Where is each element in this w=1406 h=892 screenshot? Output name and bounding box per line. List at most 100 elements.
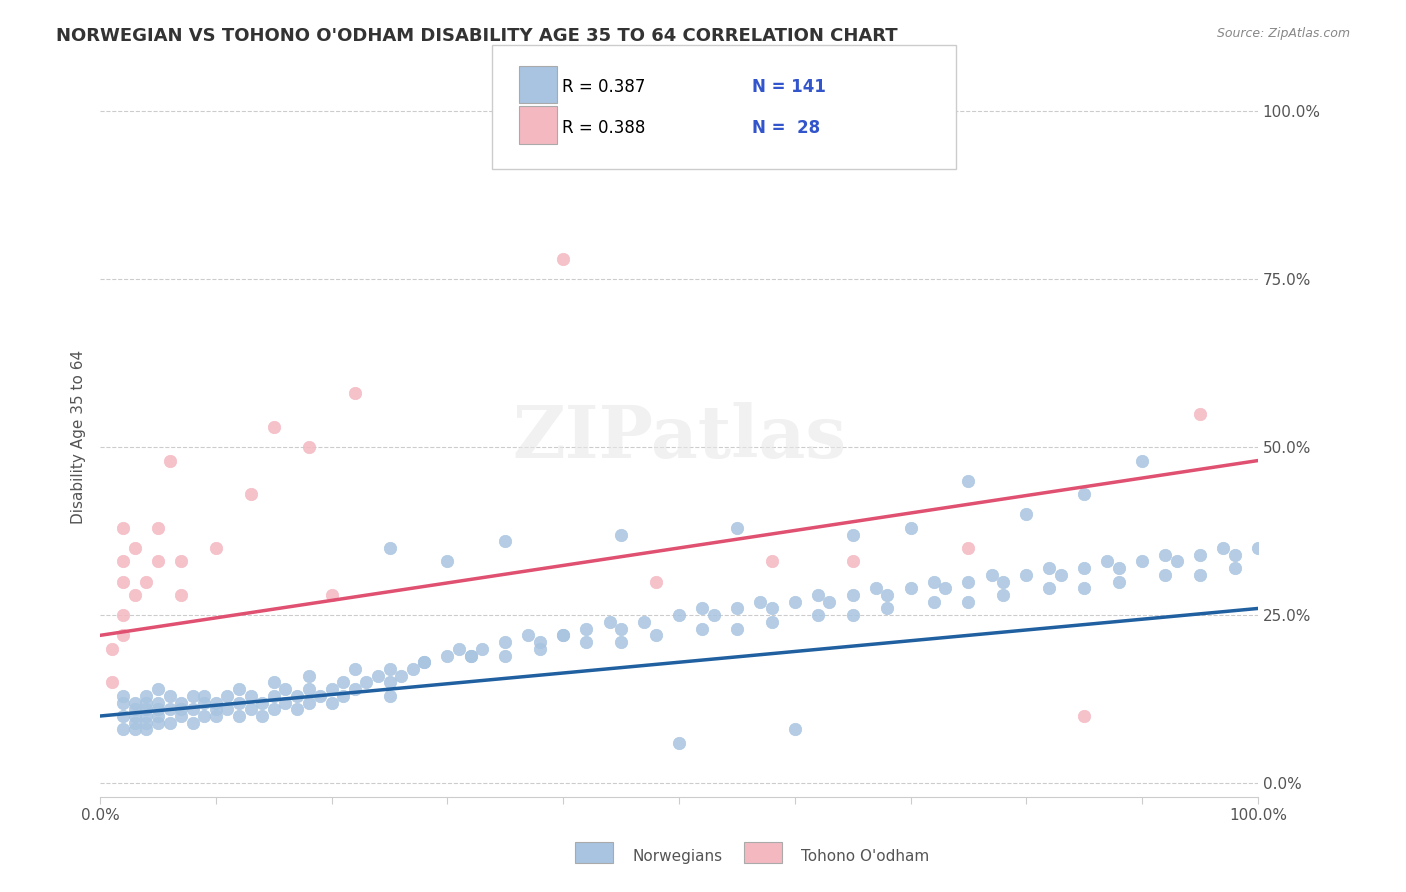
Point — [332, 689, 354, 703]
Point — [783, 723, 806, 737]
Point — [112, 696, 135, 710]
Point — [1073, 561, 1095, 575]
Point — [263, 675, 285, 690]
Point — [135, 715, 157, 730]
Point — [529, 641, 551, 656]
Point — [170, 702, 193, 716]
Point — [494, 648, 516, 663]
Point — [263, 689, 285, 703]
Point — [1073, 487, 1095, 501]
Point — [1188, 407, 1211, 421]
Point — [761, 615, 783, 629]
Point — [690, 601, 713, 615]
Point — [205, 709, 228, 723]
Point — [135, 689, 157, 703]
Point — [239, 702, 262, 716]
Point — [841, 527, 863, 541]
Point — [876, 588, 898, 602]
Point — [124, 702, 146, 716]
Point — [633, 615, 655, 629]
Point — [274, 696, 297, 710]
Point — [1223, 548, 1246, 562]
Point — [436, 648, 458, 663]
Point — [1038, 582, 1060, 596]
Point — [494, 534, 516, 549]
Point — [1154, 548, 1177, 562]
Text: NORWEGIAN VS TOHONO O'ODHAM DISABILITY AGE 35 TO 64 CORRELATION CHART: NORWEGIAN VS TOHONO O'ODHAM DISABILITY A… — [56, 27, 898, 45]
Point — [263, 420, 285, 434]
Point — [668, 736, 690, 750]
Point — [285, 702, 308, 716]
Point — [494, 635, 516, 649]
Text: R = 0.388: R = 0.388 — [562, 119, 645, 136]
Point — [205, 541, 228, 555]
Point — [922, 595, 945, 609]
Point — [112, 628, 135, 642]
Point — [146, 696, 169, 710]
Point — [957, 595, 980, 609]
Point — [1108, 561, 1130, 575]
Point — [553, 252, 575, 266]
Point — [1247, 541, 1270, 555]
Point — [124, 715, 146, 730]
Text: Source: ZipAtlas.com: Source: ZipAtlas.com — [1216, 27, 1350, 40]
Point — [124, 723, 146, 737]
Point — [876, 601, 898, 615]
Point — [447, 641, 470, 656]
Point — [181, 702, 204, 716]
Point — [263, 702, 285, 716]
Point — [135, 696, 157, 710]
Point — [159, 702, 181, 716]
Point — [599, 615, 621, 629]
Point — [378, 662, 401, 676]
Point — [217, 702, 239, 716]
Point — [980, 567, 1002, 582]
Point — [610, 635, 633, 649]
Point — [934, 582, 956, 596]
Point — [991, 574, 1014, 589]
Point — [193, 696, 215, 710]
Text: ZIPatlas: ZIPatlas — [512, 401, 846, 473]
Point — [170, 554, 193, 568]
Point — [1015, 567, 1038, 582]
Point — [297, 696, 319, 710]
Point — [146, 715, 169, 730]
Point — [1073, 582, 1095, 596]
Point — [112, 723, 135, 737]
Point — [783, 595, 806, 609]
Point — [460, 648, 482, 663]
Point — [378, 541, 401, 555]
Point — [112, 574, 135, 589]
Point — [239, 487, 262, 501]
Point — [112, 554, 135, 568]
Point — [1223, 561, 1246, 575]
Point — [413, 655, 436, 669]
Point — [725, 521, 748, 535]
Point — [124, 541, 146, 555]
Point — [761, 601, 783, 615]
Point — [332, 675, 354, 690]
Point — [343, 662, 366, 676]
Point — [460, 648, 482, 663]
Point — [100, 641, 122, 656]
Point — [159, 689, 181, 703]
Point — [250, 696, 273, 710]
Point — [471, 641, 494, 656]
Point — [900, 521, 922, 535]
Text: Tohono O'odham: Tohono O'odham — [801, 849, 929, 863]
Point — [124, 696, 146, 710]
Point — [1154, 567, 1177, 582]
Point — [749, 595, 772, 609]
Point — [309, 689, 332, 703]
Point — [193, 689, 215, 703]
Point — [1166, 554, 1188, 568]
Point — [228, 696, 250, 710]
Point — [841, 608, 863, 623]
Point — [228, 682, 250, 697]
Point — [135, 723, 157, 737]
Point — [553, 628, 575, 642]
Point — [1212, 541, 1234, 555]
Point — [807, 588, 830, 602]
Point — [922, 574, 945, 589]
Point — [841, 554, 863, 568]
